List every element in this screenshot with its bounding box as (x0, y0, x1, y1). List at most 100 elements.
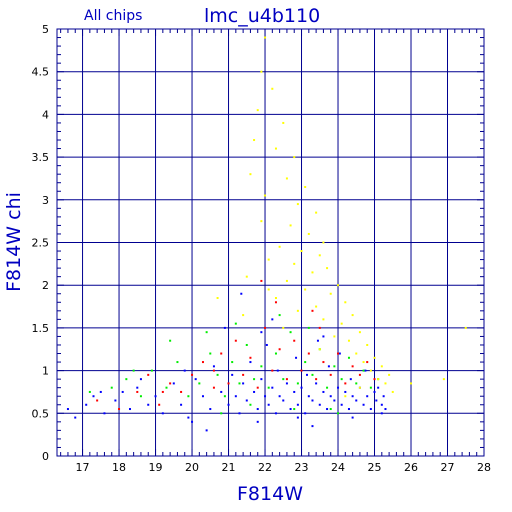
data-point (191, 373, 194, 376)
data-point (264, 36, 267, 39)
data-point (121, 390, 124, 393)
data-point (285, 378, 288, 381)
data-point (322, 241, 325, 244)
data-point (380, 412, 383, 415)
data-point (114, 399, 117, 402)
data-point (410, 382, 413, 385)
y-tick-labels: 0 0.5 1 1.5 2 2.5 3 3.5 4 4.5 5 (32, 23, 50, 463)
x-tick-label: 24 (331, 461, 345, 474)
data-point (311, 309, 314, 312)
data-point (296, 203, 299, 206)
data-point (295, 356, 298, 359)
data-point (337, 412, 340, 415)
data-point (326, 408, 329, 411)
data-point (180, 403, 183, 406)
data-point (318, 326, 321, 329)
data-point (271, 369, 274, 372)
data-point (307, 232, 310, 235)
data-point (327, 365, 330, 368)
data-point (249, 173, 252, 176)
data-point (220, 390, 223, 393)
data-point (234, 339, 237, 342)
data-point (384, 408, 387, 411)
plot-grid (57, 29, 484, 456)
data-point (349, 378, 352, 381)
data-point (278, 245, 281, 248)
data-point (364, 369, 367, 372)
data-point (333, 335, 336, 338)
data-point (377, 386, 380, 389)
y-tick-label: 2.5 (32, 237, 50, 250)
x-tick-label: 18 (112, 461, 126, 474)
data-point (260, 279, 263, 282)
y-tick-label: 3 (42, 194, 49, 207)
data-point (307, 395, 310, 398)
data-point (271, 386, 274, 389)
data-point (311, 373, 314, 376)
data-point (318, 254, 321, 257)
data-point (201, 395, 204, 398)
data-point (274, 301, 277, 304)
data-point (267, 258, 270, 261)
data-point (212, 369, 215, 372)
data-point (366, 395, 369, 398)
data-point (340, 322, 343, 325)
data-point (205, 429, 208, 432)
data-point (132, 369, 135, 372)
data-point (307, 352, 310, 355)
data-point (366, 361, 369, 364)
data-point (92, 395, 95, 398)
data-point (256, 408, 259, 411)
data-point (362, 403, 365, 406)
x-tick-label: 26 (404, 461, 418, 474)
data-point (274, 412, 277, 415)
data-point (256, 386, 259, 389)
data-point (128, 408, 131, 411)
data-point (351, 314, 354, 317)
data-point (198, 382, 201, 385)
data-point (369, 369, 372, 372)
data-point (139, 378, 142, 381)
data-point (282, 399, 285, 402)
data-point (256, 109, 259, 112)
data-point (85, 403, 88, 406)
data-point (333, 365, 336, 368)
data-point (366, 343, 369, 346)
data-point (293, 339, 296, 342)
data-point (74, 416, 77, 419)
data-point (382, 395, 385, 398)
data-point (176, 361, 179, 364)
data-point (66, 408, 69, 411)
data-point (136, 386, 139, 389)
data-point (305, 373, 308, 376)
data-point (315, 378, 318, 381)
data-point (253, 378, 256, 381)
y-tick-label: 4.5 (32, 66, 50, 79)
data-point (271, 318, 274, 321)
data-point (289, 224, 292, 227)
data-point (355, 352, 358, 355)
data-point (99, 390, 102, 393)
data-point (285, 279, 288, 282)
data-point (285, 177, 288, 180)
data-point (209, 408, 212, 411)
data-point (276, 369, 279, 372)
data-point (245, 275, 248, 278)
data-point (300, 386, 303, 389)
data-point (194, 378, 197, 381)
data-point (256, 420, 259, 423)
data-point (326, 386, 329, 389)
data-point (344, 390, 347, 393)
data-point (231, 361, 234, 364)
data-point (333, 399, 336, 402)
data-point (304, 185, 307, 188)
data-point (282, 326, 285, 329)
data-point (212, 365, 215, 368)
data-point (311, 399, 314, 402)
y-tick-label: 2 (42, 279, 49, 292)
data-point (245, 343, 248, 346)
data-point (293, 390, 296, 393)
data-point (384, 382, 387, 385)
data-point (220, 352, 223, 355)
data-point (249, 361, 252, 364)
